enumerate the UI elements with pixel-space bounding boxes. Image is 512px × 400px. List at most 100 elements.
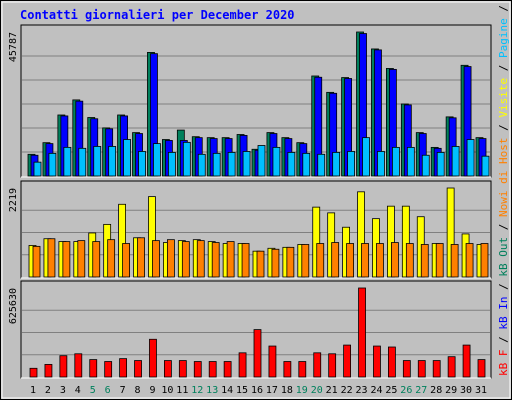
legend-separator: / [497,330,510,350]
bar [241,243,250,278]
legend-entry: kB In [497,297,510,330]
bar [47,238,56,278]
y-tick-label: 45787 [8,32,19,62]
y-tick-label: 625630 [8,288,19,324]
bar [466,139,475,177]
bar [257,145,266,177]
bar [167,152,176,177]
bar [298,361,307,378]
x-tick-label: 23 [356,385,368,396]
x-tick-label: 19 [296,385,308,396]
x-tick-label: 14 [221,385,233,396]
bar [238,352,247,378]
bar [358,287,366,378]
bar [361,243,369,278]
bar [421,154,430,177]
bar [242,151,251,177]
bar [390,242,399,278]
bar [406,146,415,177]
bar [376,243,384,278]
bar [451,146,460,177]
bar [316,243,325,278]
bar [435,243,444,278]
bar [108,146,117,177]
bar [477,359,486,378]
bar [481,155,490,177]
bar [268,345,277,378]
bar [432,360,441,378]
bar [302,152,311,177]
bar [283,361,292,378]
bar [357,191,365,278]
bar [62,241,71,278]
x-tick-label: 8 [135,385,141,396]
x-tick-label: 10 [161,385,173,396]
x-tick-label: 22 [341,385,353,396]
bar [223,361,232,378]
bar [208,361,217,378]
x-tick-label: 29 [445,385,457,396]
bar [48,152,57,177]
legend-entry: Pagine [497,18,510,58]
bar [89,359,98,378]
bar [373,345,381,378]
bar [343,344,352,378]
bar [193,361,202,378]
bar [123,139,131,177]
x-tick-label: 27 [415,385,427,396]
bar [328,353,337,378]
bar [29,367,38,378]
legend-entry: kB Out [497,237,510,277]
bar [256,250,265,278]
bar [301,244,310,278]
x-tick-label: 5 [90,385,96,396]
x-tick-label: 24 [370,385,382,396]
bar [377,151,385,177]
x-tick-label: 2 [45,385,51,396]
bar [118,203,126,278]
bar [447,356,456,378]
legend-entry: Visite [497,78,510,118]
bar [32,245,41,278]
bar [420,244,429,278]
bar [211,242,220,278]
bar [287,152,296,177]
bar [63,146,72,177]
bar [74,353,83,378]
x-tick-label: 9 [149,385,155,396]
x-tick-label: 1 [30,385,36,396]
bar [405,243,414,278]
x-tick-label: 18 [281,385,293,396]
x-tick-label: 4 [75,385,81,396]
bar [271,248,280,278]
bar [436,152,445,177]
legend: kB F / kB In / kB Out / Nowi di Host / V… [497,0,510,376]
x-tick-label: 30 [460,385,472,396]
bar [77,240,86,278]
bar [92,241,101,278]
legend-separator: / [497,277,510,297]
y-tick-label: 2219 [8,188,19,212]
bar [450,244,459,278]
bar [182,141,191,177]
bar [149,338,157,378]
legend-separator: / [497,58,510,78]
bar [78,147,87,177]
x-tick-label: 6 [105,385,111,396]
x-tick-label: 16 [251,385,263,396]
bar [227,152,236,177]
bar [226,241,235,278]
x-tick-label: 31 [475,385,487,396]
bar [446,187,455,278]
legend-entry: Nowi di Host [497,138,510,217]
legend-separator: / [497,118,510,138]
bar [122,243,130,278]
bar [93,146,102,177]
x-tick-label: 28 [430,385,442,396]
bar [313,352,322,378]
bar [178,360,187,378]
bar [152,240,160,278]
bar [272,146,281,177]
bar [386,205,395,278]
